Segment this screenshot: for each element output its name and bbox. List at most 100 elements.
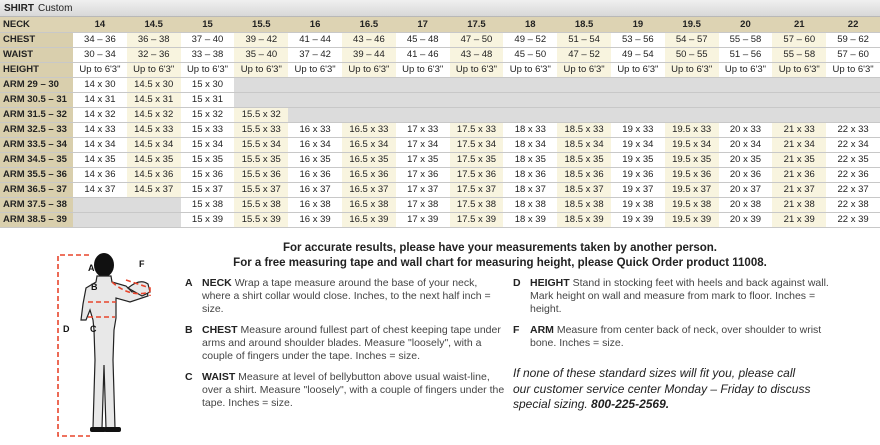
size-cell: 19 x 35	[610, 152, 665, 168]
unavailable-cell	[826, 107, 880, 123]
neck-size-header: 20	[718, 17, 773, 33]
size-cell: 15.5 x 39	[234, 212, 289, 228]
unavailable-cell	[718, 77, 773, 93]
size-cell: 17 x 37	[395, 182, 450, 198]
size-cell: 14.5 x 34	[126, 137, 181, 153]
neck-size-header: 18.5	[557, 17, 611, 33]
size-cell: 16 x 35	[288, 152, 342, 168]
phone-number[interactable]: 800-225-2569.	[591, 397, 670, 411]
size-cell: 15 x 37	[180, 182, 235, 198]
item-text: Measure around fullest part of chest kee…	[202, 324, 501, 362]
tape-lines	[57, 254, 151, 437]
size-cell: 14 x 32	[73, 107, 127, 123]
unavailable-cell	[664, 92, 719, 108]
neck-size-header: 17	[395, 17, 450, 33]
size-cell: 17.5 x 33	[449, 122, 504, 138]
unavailable-cell	[288, 107, 342, 123]
figure-label-c: C	[90, 324, 97, 334]
instruction-waist: C WAIST Measure at level of bellybutton a…	[185, 371, 505, 410]
size-cell: 17 x 39	[395, 212, 450, 228]
size-cell: 22 x 35	[826, 152, 880, 168]
size-cell: 55 – 58	[772, 47, 827, 63]
size-cell: 14 x 36	[73, 167, 127, 183]
size-cell: 22 x 37	[826, 182, 880, 198]
size-cell: 20 x 36	[718, 167, 773, 183]
size-cell: Up to 6'3"	[395, 62, 450, 78]
size-cell: 16.5 x 36	[341, 167, 396, 183]
size-cell: 14 x 33	[73, 122, 127, 138]
size-cell: 16 x 36	[288, 167, 342, 183]
size-cell: 21 x 35	[772, 152, 827, 168]
unavailable-cell	[395, 92, 450, 108]
instruction-chest: B CHEST Measure around fullest part of ch…	[185, 324, 505, 363]
size-cell: 14.5 x 36	[126, 167, 181, 183]
unavailable-cell	[341, 107, 396, 123]
neck-size-header: 14.5	[126, 17, 181, 33]
size-cell: 17 x 38	[395, 197, 450, 213]
size-cell: Up to 6'3"	[664, 62, 719, 78]
size-cell: 18 x 35	[503, 152, 558, 168]
size-cell: 51 – 54	[557, 32, 611, 48]
neck-size-header: 16	[288, 17, 342, 33]
size-cell: 17 x 34	[395, 137, 450, 153]
unavailable-cell	[610, 77, 665, 93]
unavailable-cell	[73, 197, 127, 213]
size-cell: 14.5 x 33	[126, 122, 181, 138]
size-cell: 17.5 x 34	[449, 137, 504, 153]
person-silhouette	[80, 253, 151, 432]
unavailable-cell	[826, 77, 880, 93]
size-cell: 19 x 37	[610, 182, 665, 198]
size-cell: 53 – 56	[610, 32, 665, 48]
size-cell: Up to 6'3"	[73, 62, 127, 78]
item-text: Wrap a tape measure around the base of y…	[202, 277, 491, 315]
unavailable-cell	[449, 92, 504, 108]
size-cell: 15 x 38	[180, 197, 235, 213]
size-cell: 22 x 39	[826, 212, 880, 228]
size-cell: 20 x 34	[718, 137, 773, 153]
size-cell: 59 – 62	[826, 32, 880, 48]
unavailable-cell	[718, 107, 773, 123]
unavailable-cell	[664, 77, 719, 93]
table-row: HEIGHT Up to 6'3" Up to 6'3" Up to 6'3" Up t…	[0, 62, 880, 78]
item-letter: B	[185, 324, 193, 336]
size-cell: 15 x 34	[180, 137, 235, 153]
unavailable-cell	[126, 212, 181, 228]
unavailable-cell	[557, 92, 611, 108]
table-row: ARM 33.5 – 34 14 x 34 14.5 x 34 15 x 34 15.5…	[0, 137, 880, 153]
size-cell: 51 – 56	[718, 47, 773, 63]
table-row: ARM 30.5 – 31 14 x 31 14.5 x 31 15 x 31	[0, 92, 880, 108]
size-cell: 15 x 32	[180, 107, 235, 123]
row-label: ARM 29 – 30	[0, 77, 73, 93]
size-cell: Up to 6'3"	[826, 62, 880, 78]
item-text: Measure from center back of neck, over s…	[530, 324, 822, 349]
size-cell: 18 x 39	[503, 212, 558, 228]
unavailable-cell	[503, 77, 558, 93]
size-cell: 19 x 36	[610, 167, 665, 183]
instruction-neck: A NECK Wrap a tape measure around the bas…	[185, 277, 505, 316]
size-cell: 49 – 52	[503, 32, 558, 48]
unavailable-cell	[73, 212, 127, 228]
unavailable-cell	[288, 77, 342, 93]
size-cell: 55 – 58	[718, 32, 773, 48]
size-cell: 18.5 x 35	[557, 152, 611, 168]
size-cell: 15.5 x 35	[234, 152, 289, 168]
item-letter: F	[513, 324, 520, 336]
unavailable-cell	[503, 107, 558, 123]
size-cell: 15.5 x 32	[234, 107, 289, 123]
size-cell: Up to 6'3"	[610, 62, 665, 78]
unavailable-cell	[395, 77, 450, 93]
row-label: CHEST	[0, 32, 73, 48]
size-cell: 41 – 46	[395, 47, 450, 63]
size-cell: 14.5 x 31	[126, 92, 181, 108]
item-letter: C	[185, 371, 193, 383]
size-cell: 20 x 39	[718, 212, 773, 228]
size-cell: 18.5 x 36	[557, 167, 611, 183]
size-cell: 17 x 35	[395, 152, 450, 168]
size-cell: Up to 6'3"	[180, 62, 235, 78]
size-cell: 18.5 x 38	[557, 197, 611, 213]
table-row: WAIST 30 – 34 32 – 36 33 – 38 35 – 40 37 – 42…	[0, 47, 880, 63]
heading-line-2: For a free measuring tape and wall chart…	[233, 257, 767, 269]
item-text: Measure at level of bellybutton above us…	[202, 371, 505, 409]
instruction-height: D HEIGHT Stand in stocking feet with heel…	[513, 277, 843, 316]
size-cell: 54 – 57	[664, 32, 719, 48]
